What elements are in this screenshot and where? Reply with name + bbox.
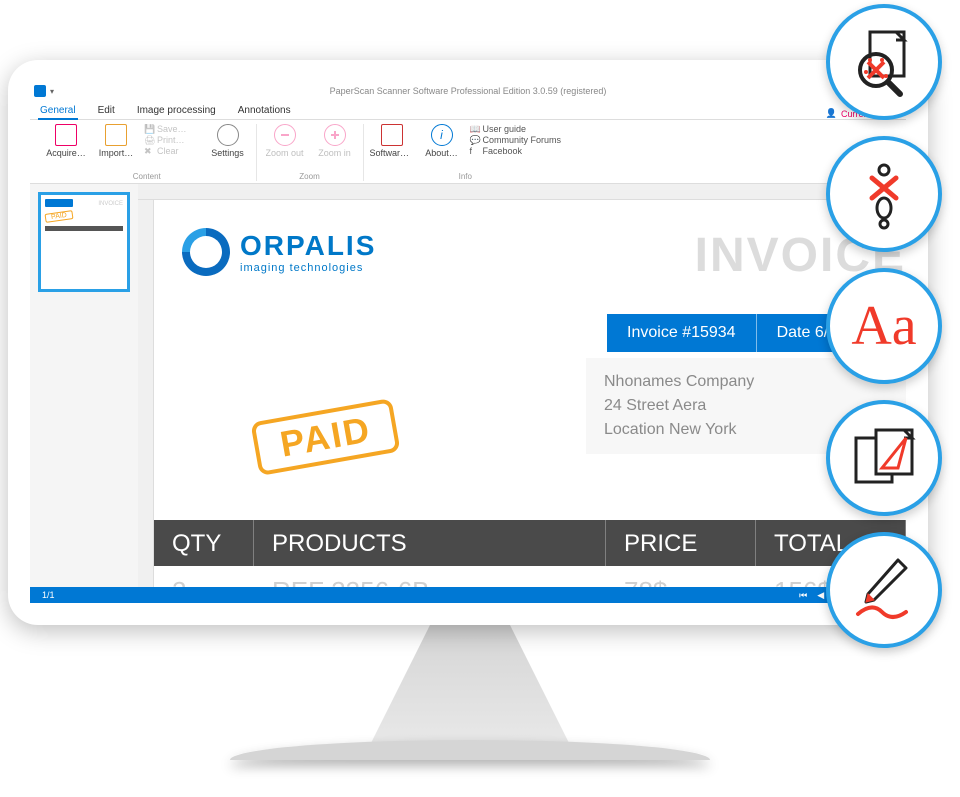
zoom-in-button[interactable]: Zoom in [313,124,357,158]
punch-hole-remove-icon [848,158,920,230]
app-logo-icon [34,85,46,97]
logo-mark-icon [182,228,230,276]
import-button[interactable]: Import… [94,124,138,158]
user-guide-link[interactable]: 📖User guide [470,124,562,134]
tab-edit[interactable]: Edit [96,102,117,119]
thumb-stamp: PAID [45,210,74,223]
table-row: 2 REF 3356-6B 78$ 156$ [154,576,906,587]
brand-tagline: imaging technologies [240,262,376,274]
canvas: ORPALIS imaging technologies INVOICE Inv… [138,200,906,587]
app-window: ▾ PaperScan Scanner Software Professiona… [30,82,906,603]
software-update-button[interactable]: Software update [370,124,414,158]
cell-qty: 2 [154,576,254,587]
pen-signature-icon [848,554,920,626]
status-bar: 1/1 ⏮ ◀ 0/0 ▶ ⏭ ⛶ [30,587,906,603]
thumb-logo [45,199,73,207]
ribbon-group-content: Acquire… Import… 💾Save… 🖨Print… ✖Clear S… [38,124,257,181]
update-icon [381,124,403,146]
col-qty: QTY [154,520,254,566]
acquire-button[interactable]: Acquire… [44,124,88,158]
cell-product: REF 3356-6B [254,576,606,587]
col-products: PRODUCTS [254,520,606,566]
title-bar: ▾ PaperScan Scanner Software Professiona… [30,82,906,100]
cleanup-doc-icon [848,26,920,98]
page-thumbnail[interactable]: INVOICE PAID [38,192,130,292]
feature-badge-adjust [826,400,942,516]
document-page[interactable]: ORPALIS imaging technologies INVOICE Inv… [154,200,906,587]
status-page-count: 1/1 [42,590,55,600]
ribbon-group-info: Software update iAbout… 📖User guide 💬Com… [364,124,568,181]
clear-button[interactable]: ✖Clear [144,146,187,156]
addr-line1: Nhonames Company [604,370,888,394]
feature-badge-ocr: Aa [826,268,942,384]
group-label-content: Content [133,172,161,181]
monitor-stand [370,625,570,745]
about-button[interactable]: iAbout… [420,124,464,158]
zoom-in-icon [324,124,346,146]
print-button[interactable]: 🖨Print… [144,135,187,145]
ribbon-tabs: General Edit Image processing Annotation… [30,100,906,120]
nav-first-icon[interactable]: ⏮ [799,590,807,601]
brand-name: ORPALIS [240,230,376,262]
save-icon: 💾 [144,124,154,134]
invoice-number: Invoice #15934 [607,314,756,352]
ruler-horizontal [138,184,906,200]
scanner-icon [55,124,77,146]
document-viewport: ORPALIS imaging technologies INVOICE Inv… [138,184,906,587]
qat-dropdown-icon[interactable]: ▾ [50,87,54,96]
group-label-zoom: Zoom [299,172,319,181]
tab-annotations[interactable]: Annotations [236,102,293,119]
import-icon [105,124,127,146]
table-header: QTY PRODUCTS PRICE TOTAL [154,520,906,566]
thumbnail-panel: INVOICE PAID [30,184,138,587]
zoom-out-icon [274,124,296,146]
window-title: PaperScan Scanner Software Professional … [330,86,607,96]
ruler-vertical [138,200,154,587]
forum-icon: 💬 [470,135,480,145]
ribbon-group-zoom: Zoom out Zoom in Zoom [257,124,364,181]
col-price: PRICE [606,520,756,566]
tab-image-processing[interactable]: Image processing [135,102,218,119]
feature-badge-cleanup [826,4,942,120]
forums-link[interactable]: 💬Community Forums [470,135,562,145]
info-links-stack: 📖User guide 💬Community Forums fFacebook [470,124,562,156]
info-icon: i [431,124,453,146]
thumb-table [45,226,123,285]
nav-prev-icon[interactable]: ◀ [817,590,824,601]
page-adjust-icon [848,422,920,494]
gear-icon [217,124,239,146]
monitor-bezel: ▾ PaperScan Scanner Software Professiona… [8,60,928,625]
book-icon: 📖 [470,124,480,134]
thumb-invoice-label: INVOICE [98,201,123,207]
profile-icon: 👤 [826,108,837,119]
tab-general[interactable]: General [38,102,78,119]
feature-badge-annotate [826,532,942,648]
monitor-foot [230,740,710,760]
paid-stamp: PAID [250,398,401,476]
quick-access-toolbar[interactable]: ▾ [34,85,54,97]
feature-badge-remove [826,136,942,252]
work-area: INVOICE PAID ORPALIS imaging technologie [30,184,906,587]
save-button[interactable]: 💾Save… [144,124,187,134]
clear-icon: ✖ [144,146,154,156]
text-aa-icon: Aa [851,294,916,358]
facebook-icon: f [470,146,480,156]
ribbon: Acquire… Import… 💾Save… 🖨Print… ✖Clear S… [30,120,906,184]
group-label-info: Info [459,172,472,181]
facebook-link[interactable]: fFacebook [470,146,562,156]
content-small-stack: 💾Save… 🖨Print… ✖Clear [144,124,187,156]
print-icon: 🖨 [144,135,154,145]
zoom-out-button[interactable]: Zoom out [263,124,307,158]
cell-price: 78$ [606,576,756,587]
settings-button[interactable]: Settings [206,124,250,158]
